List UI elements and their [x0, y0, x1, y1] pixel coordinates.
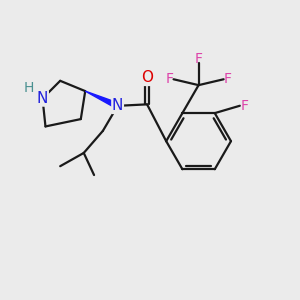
Text: F: F — [241, 99, 249, 113]
Text: F: F — [224, 72, 232, 86]
Text: N: N — [37, 91, 48, 106]
Text: F: F — [195, 52, 203, 66]
Text: F: F — [165, 72, 173, 86]
Text: O: O — [141, 70, 153, 86]
Text: H: H — [24, 81, 34, 95]
Polygon shape — [85, 91, 119, 109]
Text: N: N — [112, 98, 123, 113]
